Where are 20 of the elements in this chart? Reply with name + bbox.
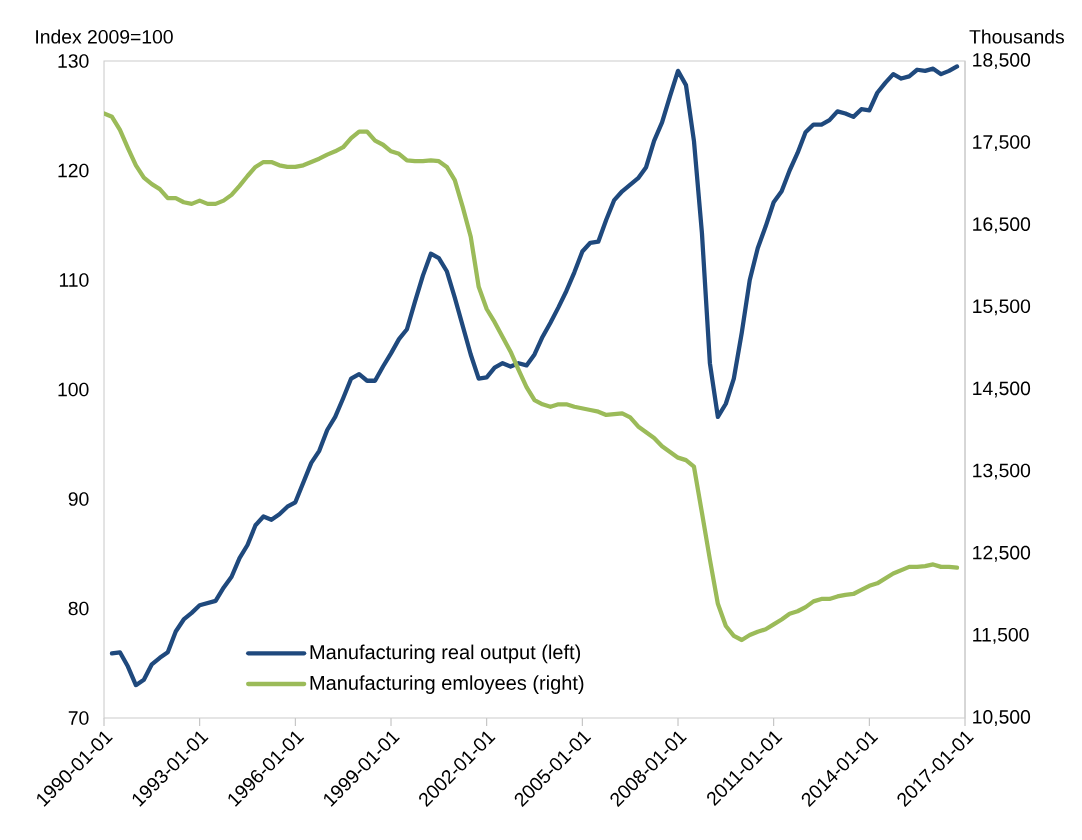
y2-tick-label: 15,500 xyxy=(973,299,1031,316)
y2-tick-label: 12,500 xyxy=(973,545,1031,562)
y-tick-label: 100 xyxy=(58,382,89,397)
y2-tick-label: 17,500 xyxy=(973,135,1031,152)
y-tick-label: 120 xyxy=(58,163,89,178)
y2-tick-label: 16,500 xyxy=(973,217,1031,234)
y-axis-title: Index 2009=100 xyxy=(36,29,173,44)
y-tick-label: 90 xyxy=(68,492,89,506)
y2-tick-label: 14,500 xyxy=(973,381,1031,398)
y-tick-label: 80 xyxy=(68,601,89,616)
y2-tick-label: 11,500 xyxy=(973,627,1029,644)
y2-tick-label: 10,500 xyxy=(973,710,1031,726)
y-tick-label: 130 xyxy=(58,54,89,68)
legend-label: Manufacturing real output (left) xyxy=(310,644,581,664)
y-tick-label: 70 xyxy=(68,711,89,725)
y2-tick-label: 18,500 xyxy=(973,53,1031,69)
y-tick-label: 110 xyxy=(59,273,89,287)
legend-label: Manufacturing emloyees (right) xyxy=(310,675,584,694)
y2-axis-title: Thousands xyxy=(969,29,1064,44)
y2-tick-label: 13,500 xyxy=(973,463,1031,480)
